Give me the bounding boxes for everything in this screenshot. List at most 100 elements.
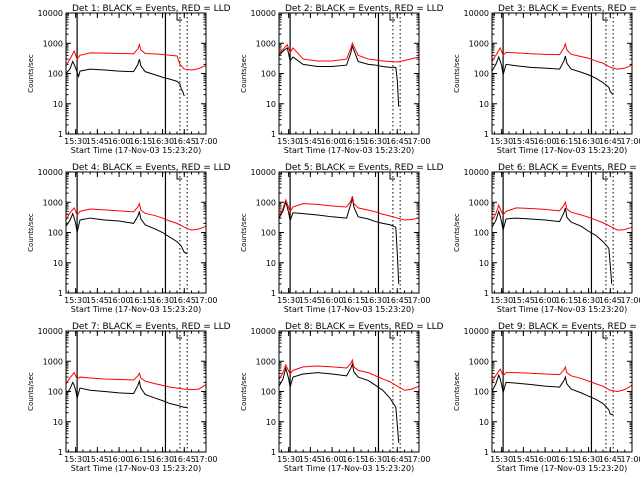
panel-title: Det 8: BLACK = Events, RED = LLD	[285, 322, 444, 332]
stub-marker	[176, 13, 183, 21]
stub-marker	[602, 13, 609, 21]
x-tick-label: 16:45	[386, 137, 409, 146]
x-tick-label: 16:30	[364, 296, 387, 305]
x-tick-label: 15:45	[86, 296, 109, 305]
y-tick-label: 10000	[464, 9, 489, 18]
x-tick-label: 17:00	[194, 137, 217, 146]
y-tick-label: 10	[266, 418, 276, 427]
y-tick-label: 10000	[251, 9, 276, 18]
y-tick-label: 1000	[43, 357, 63, 366]
y-tick-label: 1000	[256, 198, 276, 207]
x-tick-label: 15:30	[490, 455, 513, 464]
y-axis-label: Counts/sec	[453, 54, 461, 93]
x-tick-label: 16:45	[599, 296, 622, 305]
x-tick-label: 16:45	[386, 296, 409, 305]
panel-4: Det 4: BLACK = Events, RED = LLD Counts/s…	[27, 163, 231, 314]
events-series-line	[491, 207, 613, 284]
y-tick-label: 1000	[256, 39, 276, 48]
y-tick-label: 1	[271, 289, 276, 298]
lld-series-line	[65, 371, 207, 391]
y-tick-label: 100	[474, 229, 489, 238]
panel-6: Det 6: BLACK = Events, RED = LLD Counts/s…	[453, 163, 640, 314]
x-tick-label: 16:30	[364, 455, 387, 464]
y-tick-label: 1	[58, 130, 63, 139]
x-tick-label: 16:30	[577, 296, 600, 305]
lld-series-line	[491, 365, 633, 393]
y-axis-label: Counts/sec	[27, 213, 35, 252]
y-axis-label: Counts/sec	[453, 372, 461, 411]
plot-frame	[65, 12, 207, 135]
x-axis-label: Start Time (17-Nov-03 15:23:20)	[71, 464, 201, 473]
x-tick-label: 16:45	[599, 455, 622, 464]
y-tick-label: 10000	[464, 327, 489, 336]
x-tick-label: 16:45	[173, 137, 196, 146]
x-tick-label: 16:00	[108, 455, 131, 464]
x-tick-label: 16:30	[364, 137, 387, 146]
y-tick-label: 10000	[38, 327, 63, 336]
y-axis-label: Counts/sec	[27, 372, 35, 411]
y-tick-label: 100	[474, 70, 489, 79]
panel-1: Det 1: BLACK = Events, RED = LLD Counts/s…	[27, 4, 231, 155]
x-tick-label: 17:00	[407, 455, 430, 464]
panel-7: Det 7: BLACK = Events, RED = LLD Counts/s…	[27, 322, 231, 473]
y-tick-label: 1	[271, 448, 276, 457]
panel-title: Det 9: BLACK = Events, RED = LLD	[498, 322, 640, 332]
panel-title: Det 3: BLACK = Events, RED = LLD	[498, 4, 640, 14]
panel-title: Det 6: BLACK = Events, RED = LLD	[498, 163, 640, 173]
x-tick-label: 17:00	[620, 455, 640, 464]
panel-8: Det 8: BLACK = Events, RED = LLD Counts/s…	[240, 322, 444, 473]
x-tick-label: 16:30	[151, 296, 174, 305]
panel-title: Det 4: BLACK = Events, RED = LLD	[72, 163, 231, 173]
events-series-line	[65, 379, 188, 408]
lld-series-line	[491, 42, 633, 70]
y-tick-label: 10000	[251, 327, 276, 336]
y-tick-label: 1	[484, 289, 489, 298]
events-series-line	[491, 55, 614, 95]
y-tick-label: 1	[484, 448, 489, 457]
events-series-line	[278, 197, 400, 284]
y-axis-label: Counts/sec	[453, 213, 461, 252]
stub-marker	[389, 331, 396, 339]
panel-3: Det 3: BLACK = Events, RED = LLD Counts/s…	[453, 4, 640, 155]
plot-frame	[278, 12, 420, 135]
x-tick-label: 15:45	[299, 296, 322, 305]
y-tick-label: 1	[58, 289, 63, 298]
panel-title: Det 7: BLACK = Events, RED = LLD	[72, 322, 231, 332]
y-tick-label: 10000	[251, 168, 276, 177]
lld-series-line	[278, 358, 420, 391]
y-axis-label: Counts/sec	[27, 54, 35, 93]
stub-marker	[602, 172, 609, 180]
x-tick-label: 17:00	[407, 296, 430, 305]
x-tick-label: 16:00	[534, 455, 557, 464]
y-tick-label: 10	[53, 418, 63, 427]
y-tick-label: 100	[261, 70, 276, 79]
y-tick-label: 1000	[469, 39, 489, 48]
events-series-line	[65, 58, 185, 97]
y-tick-label: 100	[48, 229, 63, 238]
x-tick-label: 17:00	[194, 455, 217, 464]
x-axis-label: Start Time (17-Nov-03 15:23:20)	[71, 305, 201, 314]
panel-title: Det 5: BLACK = Events, RED = LLD	[285, 163, 444, 173]
x-tick-label: 16:00	[534, 296, 557, 305]
lld-series-line	[491, 200, 633, 231]
y-tick-label: 1000	[469, 357, 489, 366]
x-tick-label: 16:45	[599, 137, 622, 146]
x-tick-label: 15:30	[64, 137, 87, 146]
panel-title: Det 1: BLACK = Events, RED = LLD	[72, 4, 231, 14]
y-tick-label: 10000	[38, 9, 63, 18]
lld-series-line	[65, 42, 207, 71]
panel-9: Det 9: BLACK = Events, RED = LLD Counts/s…	[453, 322, 640, 473]
x-tick-label: 15:30	[277, 137, 300, 146]
lld-series-line	[278, 41, 420, 63]
x-tick-label: 17:00	[407, 137, 430, 146]
x-tick-label: 16:15	[342, 137, 365, 146]
x-tick-label: 16:15	[342, 296, 365, 305]
x-tick-label: 16:15	[555, 455, 578, 464]
x-tick-label: 15:30	[64, 455, 87, 464]
plot-frame	[491, 12, 633, 135]
plot-frame	[278, 171, 420, 294]
stub-marker	[389, 13, 396, 21]
x-tick-label: 16:15	[129, 296, 152, 305]
events-series-line	[278, 44, 400, 107]
plot-frame	[491, 330, 633, 453]
